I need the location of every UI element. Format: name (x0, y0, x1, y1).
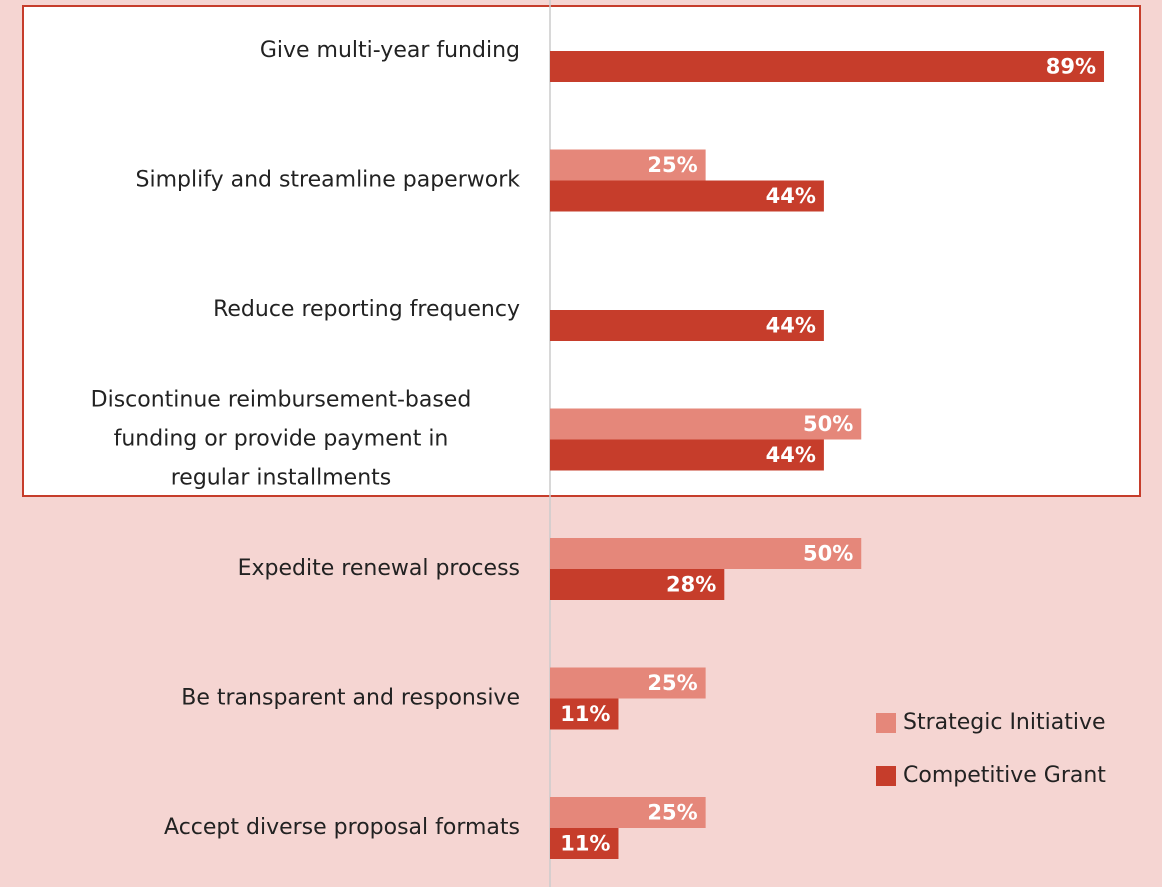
bar (550, 828, 619, 859)
bar (550, 408, 862, 440)
bar (550, 667, 706, 699)
value-label: 44% (766, 314, 816, 338)
value-label: 89% (1046, 55, 1096, 79)
category-label: Simplify and streamline paperwork (136, 168, 521, 193)
value-label: 11% (560, 832, 610, 856)
legend-label: Competitive Grant (903, 763, 1106, 788)
value-label: 44% (766, 184, 816, 208)
bar (550, 51, 1105, 82)
value-label: 44% (766, 443, 816, 467)
category-label: Be transparent and responsive (181, 686, 520, 711)
legend-swatch (876, 713, 896, 733)
legend-label: Strategic Initiative (903, 710, 1106, 735)
value-label: 11% (560, 702, 610, 726)
category-label: Give multi-year funding (260, 38, 520, 63)
category-label: regular installments (171, 466, 391, 491)
bar (550, 569, 725, 600)
category-label: Discontinue reimbursement-based (91, 388, 472, 413)
value-label: 25% (647, 153, 697, 177)
legend-swatch (876, 766, 896, 786)
category-label: Expedite renewal process (238, 556, 520, 581)
value-label: 28% (666, 573, 716, 597)
category-label: Reduce reporting frequency (213, 297, 520, 322)
value-label: 25% (647, 671, 697, 695)
bar (550, 310, 824, 341)
value-label: 50% (803, 542, 853, 566)
bar (550, 538, 862, 569)
bar (550, 439, 824, 471)
category-label: Accept diverse proposal formats (164, 815, 520, 840)
bar (550, 149, 706, 181)
bar (550, 180, 824, 212)
bar (550, 698, 619, 730)
value-label: 50% (803, 412, 853, 436)
category-label: funding or provide payment in (114, 427, 449, 452)
bar (550, 797, 706, 828)
value-label: 25% (647, 801, 697, 825)
